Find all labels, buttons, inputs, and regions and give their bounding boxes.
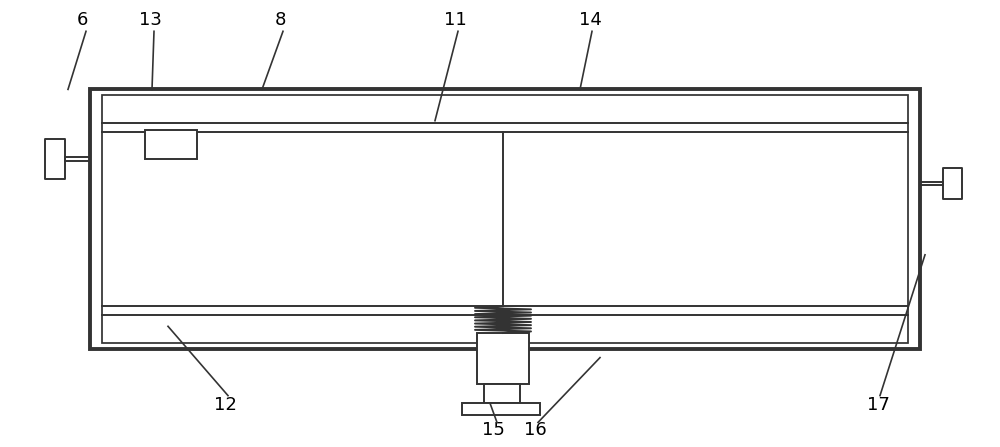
Text: 11: 11 (444, 11, 466, 29)
Bar (102, 95, 908, 343)
Bar (477, 333, 529, 384)
Text: 14: 14 (579, 11, 601, 29)
Bar (90, 89, 920, 349)
Bar (145, 130, 197, 159)
Text: 8: 8 (274, 11, 286, 29)
Bar (484, 384, 520, 403)
Text: 12: 12 (214, 396, 236, 413)
Text: 6: 6 (76, 11, 88, 29)
Text: 13: 13 (139, 11, 161, 29)
Bar (462, 403, 540, 415)
Text: 16: 16 (524, 421, 546, 439)
Text: 17: 17 (867, 396, 889, 413)
Text: 15: 15 (482, 421, 504, 439)
